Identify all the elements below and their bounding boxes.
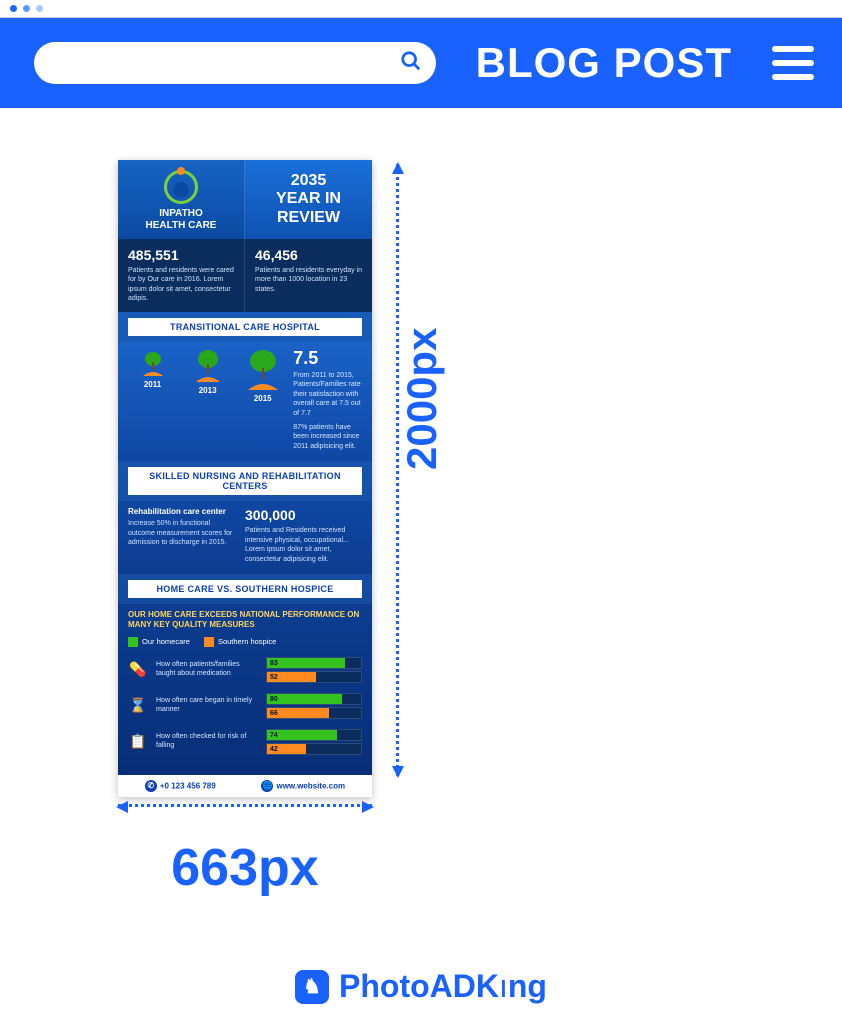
metric-row: ⌛ How often care began in timely manner 80… bbox=[128, 691, 362, 721]
homecare-lead: OUR HOME CARE EXCEEDS NATIONAL PERFORMAN… bbox=[128, 610, 362, 631]
legend-swatch-a bbox=[128, 637, 138, 647]
rehab-section: Rehabilitation care center Increase 50% … bbox=[118, 501, 372, 574]
year-in-review: 2035 YEAR IN REVIEW bbox=[245, 160, 372, 239]
growth-section: 2011 2013 bbox=[118, 342, 372, 462]
page-header: BLOG POST bbox=[0, 18, 842, 108]
tree-2011: 2011 bbox=[128, 348, 177, 452]
stat-1-text: Patients and residents were cared for by… bbox=[128, 266, 234, 304]
section-banner-3: HOME CARE VS. SOUTHERN HOSPICE bbox=[128, 580, 362, 598]
browser-chrome bbox=[0, 0, 842, 18]
top-stats: 485,551 Patients and residents were care… bbox=[118, 239, 372, 312]
metric-label: How often patients/families taught about… bbox=[156, 661, 258, 679]
hamburger-icon bbox=[772, 46, 814, 52]
rehab-number-text: Patients and Residents received intensiv… bbox=[245, 526, 362, 564]
growth-text: 7.5 From 2011 to 2015, Patients/Families… bbox=[293, 348, 362, 452]
watermark-badge-icon: ♞ bbox=[295, 970, 329, 1004]
metric-icon: 💊 bbox=[128, 661, 148, 678]
metric-bars: 8352 bbox=[266, 655, 362, 685]
section-banner-1: TRANSITIONAL CARE HOSPITAL bbox=[128, 318, 362, 336]
infographic-card: INPATHO HEALTH CARE 2035 YEAR IN REVIEW … bbox=[118, 160, 372, 797]
tree-icon bbox=[246, 348, 280, 392]
legend-swatch-b bbox=[204, 637, 214, 647]
brand-block: INPATHO HEALTH CARE bbox=[118, 160, 245, 239]
metric-bars: 8066 bbox=[266, 691, 362, 721]
metric-bars: 7442 bbox=[266, 727, 362, 757]
stat-1-value: 485,551 bbox=[128, 247, 234, 263]
tree-icon bbox=[193, 348, 223, 384]
stat-2-value: 46,456 bbox=[255, 247, 362, 263]
footer-web: 🌐www.website.com bbox=[261, 780, 345, 792]
width-label: 663px bbox=[118, 838, 372, 898]
window-dot-max bbox=[36, 5, 43, 12]
brand-logo-icon bbox=[164, 170, 198, 204]
rehab-number: 300,000 bbox=[245, 507, 362, 523]
homecare-section: OUR HOME CARE EXCEEDS NATIONAL PERFORMAN… bbox=[118, 604, 372, 775]
metric-row: 💊 How often patients/families taught abou… bbox=[128, 655, 362, 685]
footer-phone: ✆+0 123 456 789 bbox=[145, 780, 216, 792]
brand-name: INPATHO HEALTH CARE bbox=[124, 208, 238, 231]
menu-button[interactable] bbox=[772, 46, 814, 80]
tree-2015: 2015 bbox=[238, 348, 287, 452]
metric-icon: ⌛ bbox=[128, 697, 148, 714]
rehab-text: Increase 50% in functional outcome measu… bbox=[128, 519, 237, 547]
page-title: BLOG POST bbox=[476, 39, 732, 87]
watermark: ♞ PhotoADKıng bbox=[0, 968, 842, 1005]
bar-chart: 💊 How often patients/families taught abou… bbox=[128, 655, 362, 757]
search-input[interactable] bbox=[34, 42, 436, 84]
tree-icon bbox=[139, 348, 167, 378]
search-icon bbox=[400, 50, 422, 77]
section-banner-2: SKILLED NURSING AND REHABILITATION CENTE… bbox=[128, 467, 362, 495]
phone-icon: ✆ bbox=[145, 780, 157, 792]
tree-2013: 2013 bbox=[183, 348, 232, 452]
height-label: 2000px bbox=[398, 328, 446, 470]
watermark-text: PhotoADK bbox=[339, 968, 499, 1004]
window-dot-close bbox=[10, 5, 17, 12]
metric-label: How often checked for risk of falling bbox=[156, 733, 258, 751]
metric-icon: 📋 bbox=[128, 733, 148, 750]
dimension-horizontal-guide bbox=[118, 804, 372, 807]
rehab-heading: Rehabilitation care center bbox=[128, 507, 237, 516]
dimension-vertical-guide: 2000px bbox=[396, 164, 399, 776]
metric-label: How often care began in timely manner bbox=[156, 697, 258, 715]
window-dot-min bbox=[23, 5, 30, 12]
chart-legend: Our homecare Southern hospice bbox=[128, 637, 362, 647]
infographic-footer: ✆+0 123 456 789 🌐www.website.com bbox=[118, 775, 372, 797]
metric-row: 📋 How often checked for risk of falling 74… bbox=[128, 727, 362, 757]
stat-2-text: Patients and residents everyday in more … bbox=[255, 266, 362, 294]
globe-icon: 🌐 bbox=[261, 780, 273, 792]
canvas-area: INPATHO HEALTH CARE 2035 YEAR IN REVIEW … bbox=[0, 108, 842, 1008]
